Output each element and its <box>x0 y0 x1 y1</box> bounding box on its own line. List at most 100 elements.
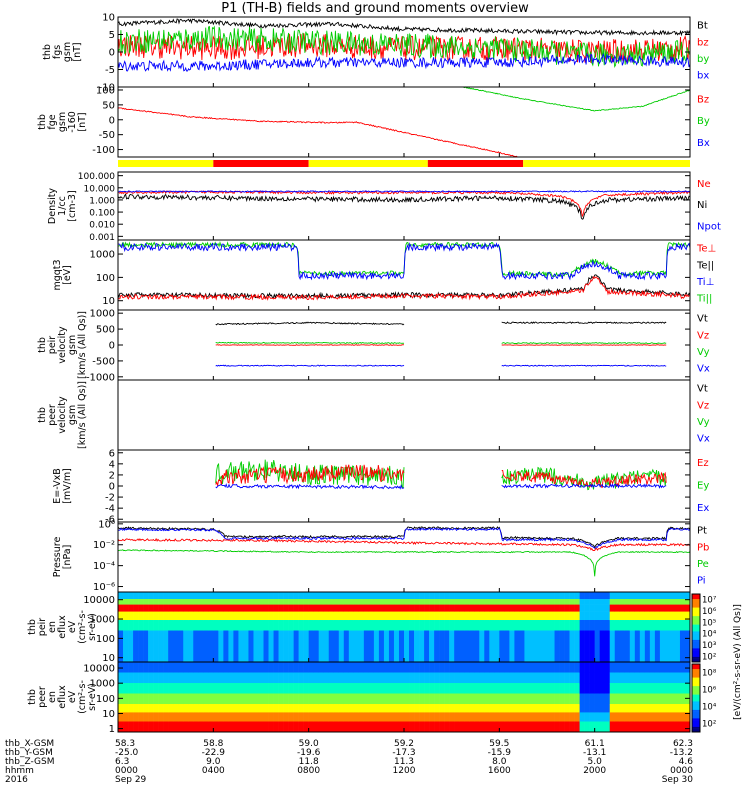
density-panel-frame <box>117 171 691 241</box>
y-axis-label-line: E=-VxB <box>52 468 63 503</box>
temp-series-Ti <box>117 241 691 281</box>
peer_v-legend-1: Vz <box>697 400 709 411</box>
orbit-row-value: -25.0 <box>115 748 139 758</box>
peir_v-series-Vt2 <box>501 321 667 325</box>
efield-series-Ez2 <box>501 469 667 489</box>
efield-y-tick-label: -6 <box>105 515 115 526</box>
orbit-row-value: 2000 <box>583 766 606 776</box>
orbit-row-value: 1200 <box>393 766 416 776</box>
fge-panel-frame <box>117 86 691 158</box>
fge-y-tick-label: 100 <box>96 85 115 96</box>
y-axis-label-line: thb <box>27 689 38 705</box>
fge-series-By <box>463 86 691 112</box>
peir_v-series-Vz2 <box>501 344 667 346</box>
peer_v-legend-3: Vx <box>697 434 710 445</box>
peir_v-legend-1: Vz <box>697 330 709 341</box>
orbit-row-value: Sep 29 <box>115 775 147 785</box>
pressure-legend-1: Pb <box>697 542 709 553</box>
efield-legend-1: Ey <box>697 480 709 491</box>
y-axis-label-line: mgqt3 <box>52 259 63 290</box>
peir_v-y-axis-label: thb peir velocity gsm [km/s (All Qs)] <box>37 311 88 379</box>
fgs-legend-1: bz <box>697 37 709 48</box>
efield-series-Ez <box>215 464 405 486</box>
y-axis-label-line: eV <box>67 620 78 633</box>
peir_v-series-Vx2 <box>501 364 667 367</box>
efield-y-tick-label: 0 <box>109 482 115 493</box>
mode-bar-segment <box>427 160 524 167</box>
pressure-legend-2: Pe <box>697 559 709 570</box>
orbit-row-value: 58.8 <box>203 739 223 749</box>
peir_spec-y-tick-label: 100 <box>96 634 115 645</box>
pressure-series-Pb <box>117 537 691 551</box>
colorbar-label-text: [eV/(cm²-s-sr-eV) (All Qs)] <box>733 604 743 720</box>
temp-y-tick-label: 10 <box>102 296 115 307</box>
pressure-panel-frame <box>117 521 691 593</box>
y-axis-label-line: [nT] <box>77 112 88 131</box>
pressure-y-tick-label: 10⁻² <box>93 540 115 551</box>
orbit-row-value: 58.3 <box>115 739 135 749</box>
y-axis-label-line: eV <box>67 690 78 703</box>
orbit-row-value: 5.0 <box>588 757 603 767</box>
density-y-tick-label: 1.000 <box>89 196 115 206</box>
density-y-tick-label: 100.000 <box>78 172 115 182</box>
y-axis-label-line: [km/s (All Qs)] <box>77 381 88 449</box>
fgs-legend-3: bx <box>697 71 709 82</box>
peir_v-y-tick-label: 500 <box>96 325 115 336</box>
orbit-row-label: hhmm <box>5 766 34 776</box>
density-legend-2: Npot <box>697 221 721 232</box>
y-axis-label-line: Density <box>47 188 58 224</box>
electron-colorbar-tick: 10² <box>702 720 716 730</box>
y-axis-label-line: [km/s (All Qs)] <box>77 311 88 379</box>
density-y-tick-label: 0.001 <box>89 233 115 243</box>
peir_v-y-tick-label: -1000 <box>86 372 115 383</box>
peir_v-legend-0: Vt <box>697 314 708 325</box>
efield-legend-2: Ex <box>697 503 709 514</box>
orbit-row-value: 11.3 <box>394 757 414 767</box>
peir_v-y-tick-label: 0 <box>109 341 115 352</box>
orbit-row-value: 62.3 <box>673 739 693 749</box>
y-axis-label-line: thb <box>37 407 48 423</box>
efield-series-Ex2 <box>501 483 667 489</box>
y-axis-label-line: gsm <box>57 112 68 132</box>
y-axis-label-line: gsm <box>67 335 78 355</box>
orbit-row-value: -17.3 <box>392 748 415 758</box>
y-axis-label-line: en <box>47 691 58 703</box>
orbit-row-value: 0000 <box>115 766 138 776</box>
peer_spec-y-tick-label: 1000 <box>90 679 115 690</box>
temp-legend-1: Te|| <box>696 260 714 271</box>
peir_v-series-Vy <box>215 341 405 345</box>
peer_spec-y-tick-label: 100 <box>96 694 115 705</box>
ion-colorbar-tick: 10⁷ <box>702 596 717 606</box>
colorbar-label: [eV/(cm²-s-sr-eV) (All Qs)] <box>733 604 743 720</box>
peir_v-series-Vx <box>215 364 405 367</box>
peer_v-legend-2: Vy <box>697 417 710 428</box>
efield-series-Ey <box>215 459 405 489</box>
orbit-row-value: 59.0 <box>299 739 319 749</box>
pressure-y-tick-label: 10⁰ <box>98 519 115 530</box>
orbit-row-value: 59.2 <box>394 739 414 749</box>
orbit-row-value: 61.1 <box>585 739 605 749</box>
orbit-row-value: 0400 <box>202 766 225 776</box>
y-axis-label-line: velocity <box>57 396 68 434</box>
efield-y-tick-label: 4 <box>109 459 115 470</box>
electron-colorbar-tick: 10⁴ <box>702 703 717 713</box>
fge-y-tick-label: -100 <box>92 145 115 156</box>
orbit-row-value: -22.9 <box>202 748 226 758</box>
electron-colorbar <box>691 663 701 733</box>
pressure-y-tick-label: 10⁻⁴ <box>93 561 115 572</box>
orbit-row-value: 8.0 <box>492 757 507 767</box>
ion-colorbar-tick: 10³ <box>702 641 716 651</box>
y-axis-label-line: (cm²-s- <box>77 610 88 644</box>
efield-y-tick-label: 6 <box>109 448 115 459</box>
orbit-row-value: 11.8 <box>299 757 319 767</box>
fgs-panel-frame <box>117 16 691 88</box>
peir_v-legend-3: Vx <box>697 364 710 375</box>
density-legend-0: Ne <box>697 179 711 190</box>
y-axis-label-line: thb <box>37 337 48 353</box>
fgs-y-axis-label: thb fgs gsm [nT] <box>42 42 83 62</box>
fgs-series-Bt <box>117 18 691 37</box>
y-axis-label-line: velocity <box>57 326 68 364</box>
ion-colorbar-tick: 10⁵ <box>702 618 716 628</box>
peer_spec-y-tick-label: 10 <box>102 709 115 720</box>
